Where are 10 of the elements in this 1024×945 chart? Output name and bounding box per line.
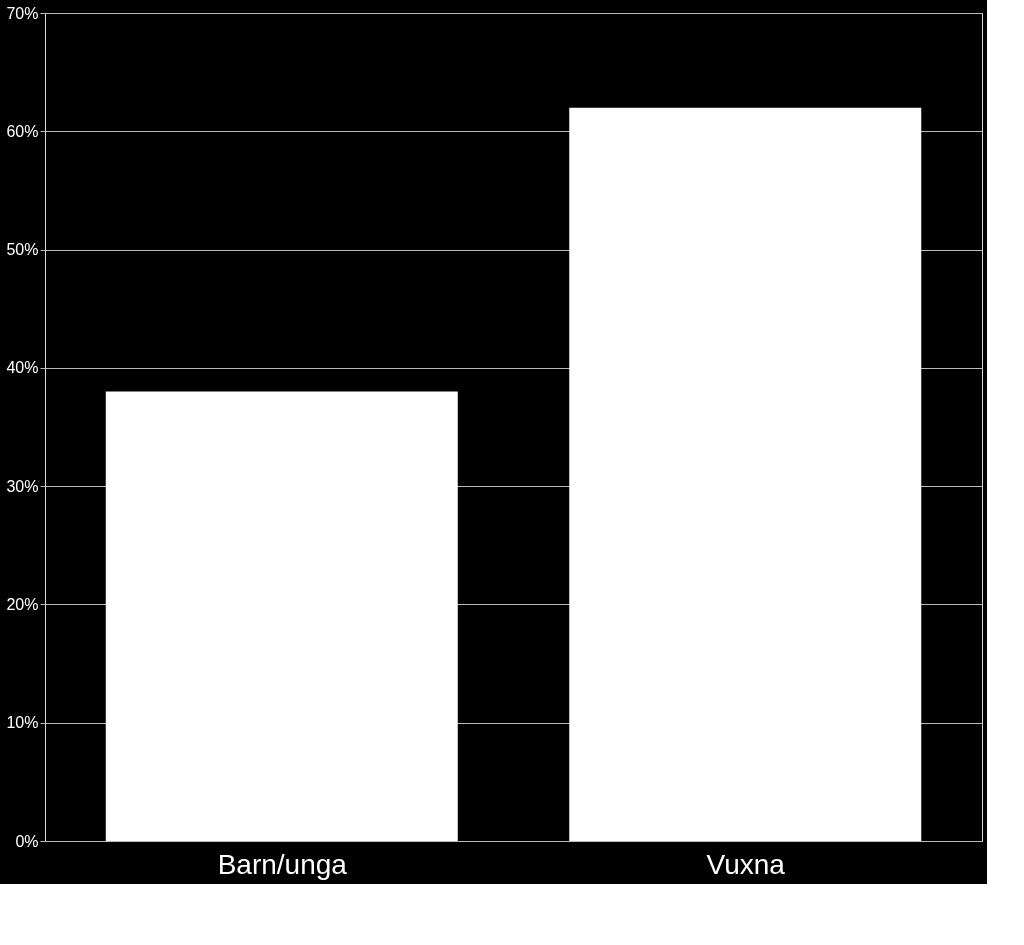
- x-tick-label: Barn/unga: [217, 848, 348, 880]
- y-tick-label: 20%: [6, 595, 39, 613]
- y-tick-label: 40%: [6, 359, 39, 377]
- y-tick-label: 60%: [6, 122, 39, 140]
- y-tick-label: 0%: [15, 832, 39, 850]
- y-tick-label: 10%: [6, 714, 39, 732]
- y-tick-label: 70%: [6, 4, 39, 22]
- y-tick-label: 30%: [6, 477, 39, 495]
- x-tick-label: Vuxna: [706, 848, 786, 880]
- y-tick-label: 50%: [6, 241, 39, 259]
